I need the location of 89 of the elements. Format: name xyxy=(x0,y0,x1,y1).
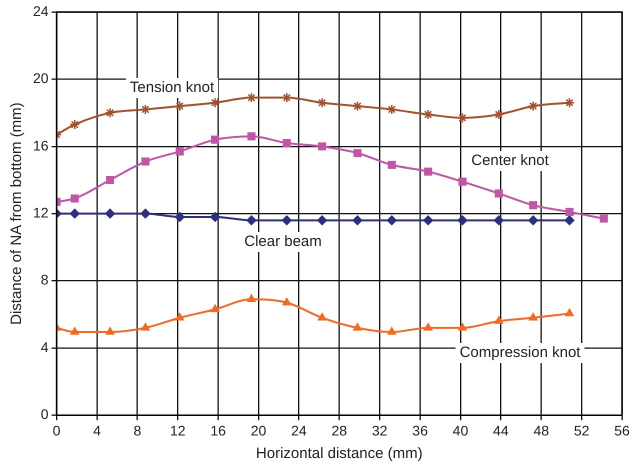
point xyxy=(210,97,220,108)
point xyxy=(70,194,79,203)
point xyxy=(422,109,434,120)
point xyxy=(424,168,432,176)
point xyxy=(282,215,292,226)
point xyxy=(494,316,504,324)
x-tick-label: 28 xyxy=(331,422,348,438)
point xyxy=(457,215,468,226)
point xyxy=(176,147,184,156)
y-tick-label: 12 xyxy=(32,204,49,220)
point xyxy=(528,312,538,321)
point xyxy=(318,142,326,150)
point xyxy=(106,327,114,335)
point xyxy=(174,212,185,222)
point xyxy=(458,322,467,331)
point xyxy=(246,92,257,103)
point xyxy=(423,215,434,226)
series-label: Compression knot xyxy=(460,344,582,362)
point xyxy=(458,178,467,186)
point xyxy=(70,208,80,219)
x-tick-label: 48 xyxy=(533,422,550,438)
point xyxy=(140,104,151,115)
point xyxy=(528,100,538,112)
point xyxy=(316,97,328,108)
point xyxy=(104,108,116,118)
point xyxy=(457,112,468,124)
point xyxy=(565,308,574,316)
x-tick-label: 12 xyxy=(170,422,186,438)
point xyxy=(210,304,220,312)
point xyxy=(600,214,608,223)
point xyxy=(528,215,538,226)
y-tick-label: 20 xyxy=(32,70,49,86)
point xyxy=(317,215,328,226)
point xyxy=(494,215,504,226)
y-tick-label: 0 xyxy=(40,406,49,422)
series-label: Tension knot xyxy=(130,79,215,96)
point xyxy=(141,157,150,166)
x-tick-label: 44 xyxy=(493,422,509,438)
point xyxy=(353,322,362,331)
point xyxy=(282,298,292,306)
point xyxy=(247,132,256,140)
point xyxy=(175,312,184,321)
y-tick-label: 16 xyxy=(32,137,49,154)
point xyxy=(386,215,397,226)
x-tick-label: 32 xyxy=(372,422,388,438)
point xyxy=(70,327,80,335)
point xyxy=(494,189,503,198)
x-axis-title: Horizontal distance (mm) xyxy=(256,445,423,462)
point xyxy=(352,215,362,226)
x-tick-label: 36 xyxy=(412,422,428,438)
point xyxy=(282,139,291,148)
point xyxy=(564,97,575,108)
y-tick-label: 24 xyxy=(32,2,49,19)
series-label: Clear beam xyxy=(244,233,322,250)
point xyxy=(353,149,362,158)
point xyxy=(174,100,186,112)
y-axis-title: Distance of NA from bottom (mm) xyxy=(8,102,26,325)
point xyxy=(352,100,363,112)
point xyxy=(386,104,398,115)
x-tick-label: 16 xyxy=(210,422,226,438)
point xyxy=(69,119,80,130)
x-tick-label: 24 xyxy=(291,422,307,438)
x-tick-label: 52 xyxy=(574,422,590,438)
x-tick-label: 0 xyxy=(52,422,61,438)
point xyxy=(247,294,256,302)
series-label: Center knot xyxy=(471,152,550,170)
point xyxy=(141,322,150,331)
point xyxy=(105,208,116,219)
point xyxy=(564,215,574,226)
point xyxy=(211,136,220,144)
point xyxy=(494,109,504,120)
point xyxy=(282,92,292,103)
point xyxy=(565,208,574,216)
point xyxy=(318,312,327,321)
x-tick-label: 56 xyxy=(614,422,630,438)
point xyxy=(140,208,150,219)
x-tick-label: 20 xyxy=(250,422,267,438)
point xyxy=(387,327,396,335)
y-tick-label: 8 xyxy=(40,272,49,288)
point xyxy=(210,212,220,222)
x-tick-label: 4 xyxy=(93,422,102,438)
x-tick-label: 40 xyxy=(452,422,468,438)
point xyxy=(388,160,396,169)
point xyxy=(246,215,256,226)
point xyxy=(106,176,114,184)
x-tick-label: 8 xyxy=(133,422,142,438)
point xyxy=(424,322,433,331)
point xyxy=(529,201,538,210)
y-tick-label: 4 xyxy=(40,338,49,355)
